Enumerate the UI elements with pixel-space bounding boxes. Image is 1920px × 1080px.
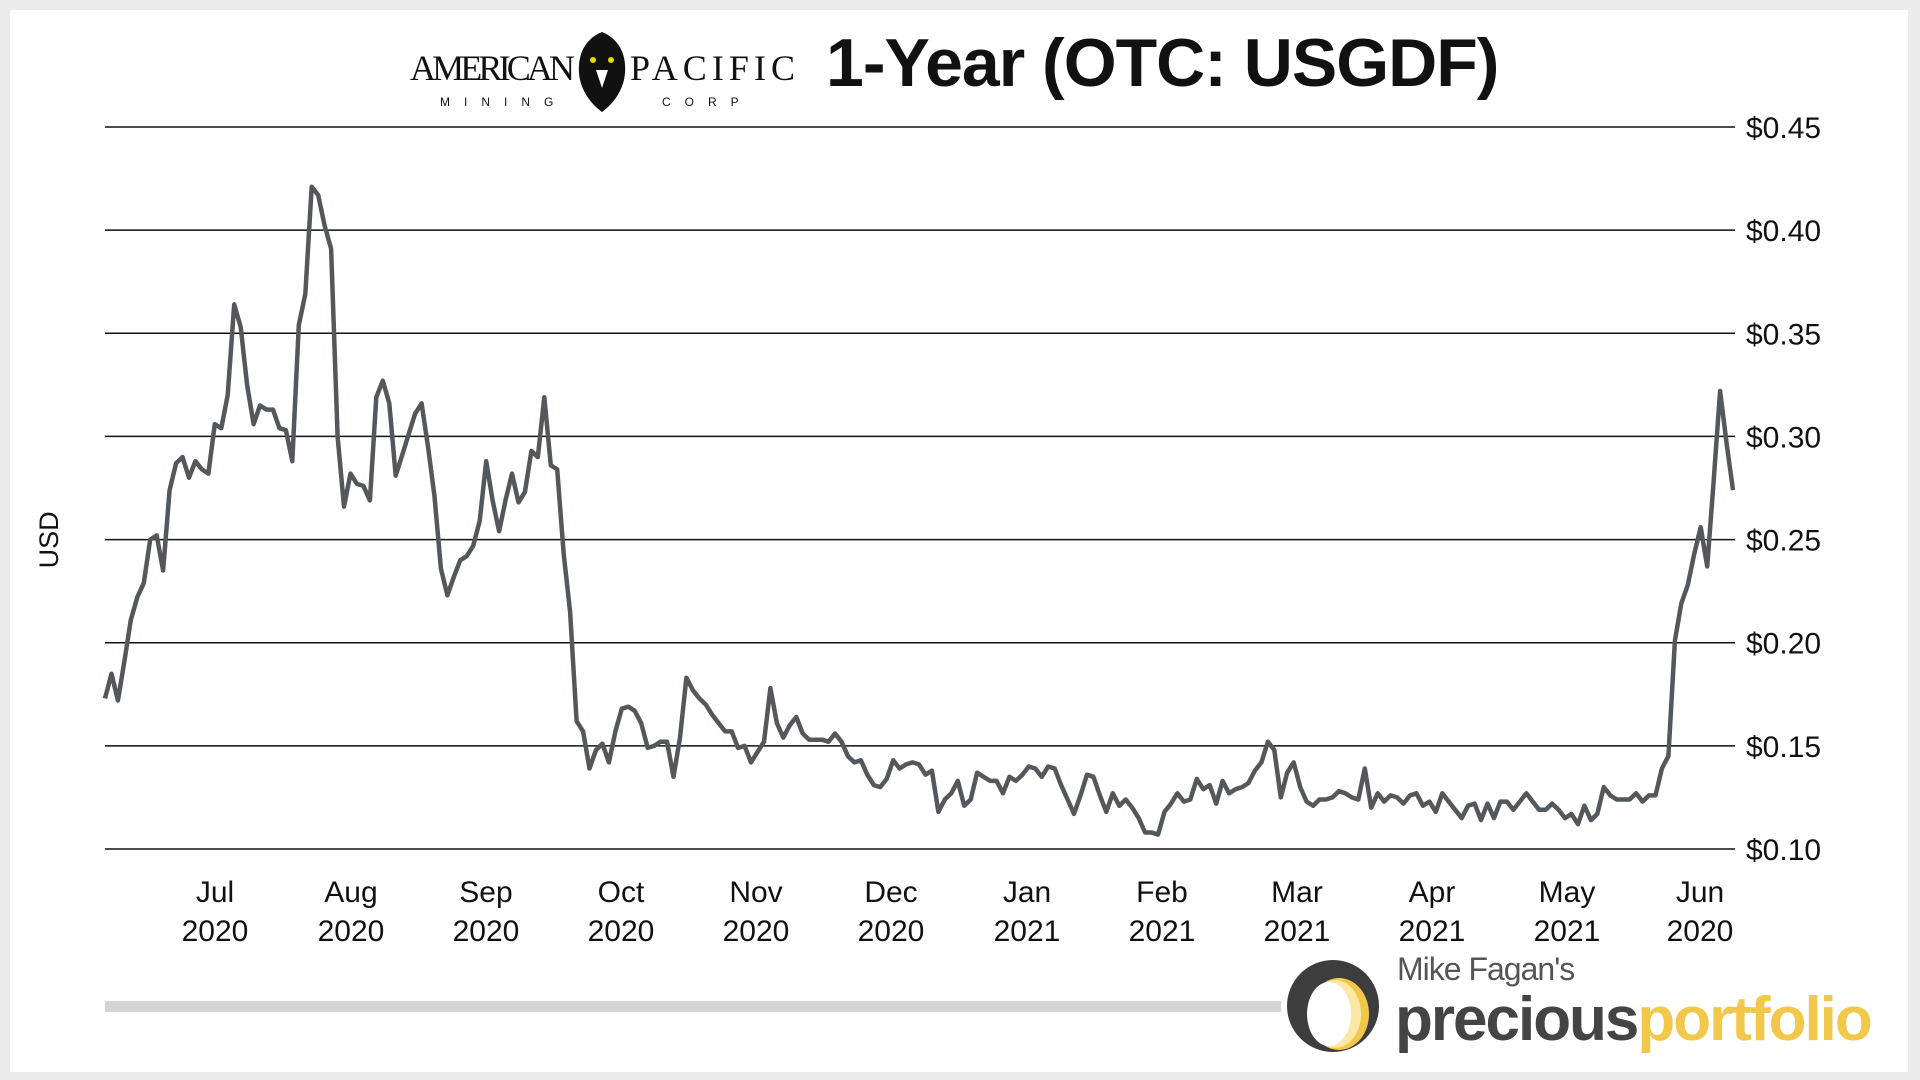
x-tick-label: Nov 2020	[723, 876, 790, 948]
x-tick-label: Feb 2021	[1129, 876, 1196, 948]
x-tick-month: Feb	[1136, 876, 1188, 909]
precious-portfolio-logo-icon	[1287, 960, 1379, 1052]
y-tick-label: $0.15	[1746, 731, 1821, 764]
x-tick-label: Oct 2020	[588, 876, 655, 948]
x-tick-label: Dec 2020	[858, 876, 925, 948]
y-tick-label: $0.30	[1746, 421, 1821, 454]
chart-title: 1-Year (OTC: USGDF)	[826, 25, 1499, 101]
x-tick-year: 2020	[1667, 915, 1734, 948]
x-tick-year: 2020	[453, 915, 520, 948]
y-tick-label: $0.40	[1746, 215, 1821, 248]
y-tick-label: $0.20	[1746, 628, 1821, 661]
x-tick-month: Apr	[1409, 876, 1456, 909]
x-tick-year: 2020	[318, 915, 385, 948]
x-tick-year: 2020	[182, 915, 249, 948]
x-tick-year: 2021	[1534, 915, 1601, 948]
x-tick-year: 2021	[994, 915, 1061, 948]
x-tick-year: 2021	[1129, 915, 1196, 948]
x-tick-label: Jan 2021	[994, 876, 1061, 948]
svg-text:AMERICAN: AMERICAN	[410, 48, 575, 88]
price-line	[102, 184, 1736, 837]
x-tick-label: Sep 2020	[453, 876, 520, 948]
x-tick-label: Aug 2020	[318, 876, 385, 948]
x-tick-year: 2021	[1399, 915, 1466, 948]
x-tick-month: Nov	[729, 876, 782, 909]
brand-portfolio: portfolio	[1637, 985, 1872, 1054]
x-tick-month: Jan	[1003, 876, 1051, 909]
x-tick-month: May	[1539, 876, 1596, 909]
svg-text:CORP: CORP	[662, 95, 753, 109]
x-tick-label: Jun 2020	[1667, 876, 1734, 948]
x-tick-year: 2021	[1264, 915, 1331, 948]
x-tick-label: Mar 2021	[1264, 876, 1331, 948]
brand-main-text: preciousportfolio	[1395, 985, 1873, 1054]
brand-top-text: Mike Fagan's	[1397, 951, 1575, 987]
american-pacific-logo: AMERICAN PACIFIC MINING CORP	[410, 32, 795, 112]
x-tick-month: Jul	[196, 876, 234, 909]
x-tick-month: Oct	[598, 876, 645, 909]
x-tick-month: Jun	[1676, 876, 1724, 909]
footer-divider	[105, 1001, 1281, 1012]
x-tick-month: Dec	[864, 876, 917, 909]
brand-precious: precious	[1395, 985, 1639, 1054]
x-tick-year: 2020	[588, 915, 655, 948]
y-tick-label: $0.45	[1746, 112, 1821, 145]
y-tick-label: $0.25	[1746, 525, 1821, 558]
x-tick-month: Mar	[1271, 876, 1323, 909]
x-tick-year: 2020	[858, 915, 925, 948]
x-tick-month: Aug	[324, 876, 377, 909]
x-tick-label: Jul 2020	[182, 876, 249, 948]
x-tick-month: Sep	[459, 876, 512, 909]
svg-text:MINING: MINING	[440, 95, 567, 109]
x-tick-label: May 2021	[1534, 876, 1601, 948]
y-tick-label: $0.10	[1746, 834, 1821, 867]
x-tick-year: 2020	[723, 915, 790, 948]
y-tick-label: $0.35	[1746, 318, 1821, 351]
chart-panel	[10, 10, 1908, 1072]
x-tick-label: Apr 2021	[1399, 876, 1466, 948]
eagle-icon	[578, 32, 626, 112]
